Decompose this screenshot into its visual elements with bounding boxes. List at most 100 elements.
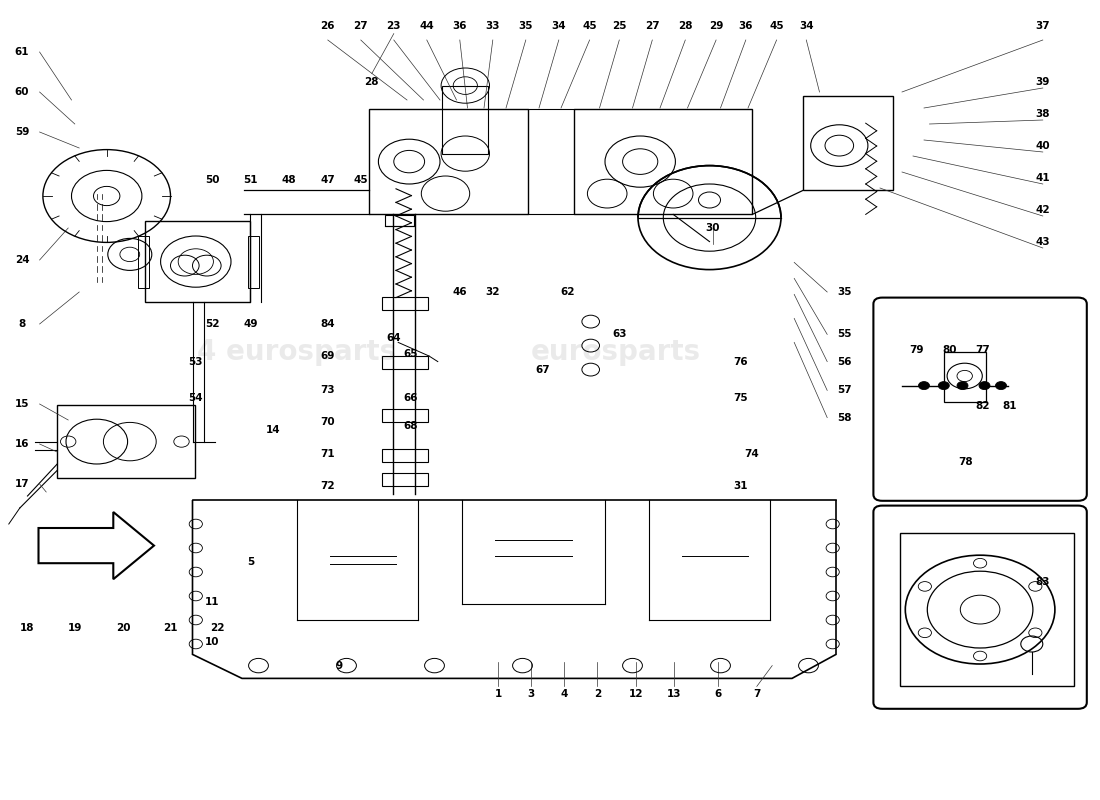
Text: 12: 12 bbox=[628, 690, 643, 699]
Text: 1: 1 bbox=[495, 690, 502, 699]
Text: 23: 23 bbox=[386, 21, 402, 30]
Text: 25: 25 bbox=[612, 21, 627, 30]
Text: 27: 27 bbox=[645, 21, 660, 30]
Text: 31: 31 bbox=[733, 482, 748, 491]
Text: 66: 66 bbox=[403, 394, 418, 403]
Text: 45: 45 bbox=[769, 21, 784, 30]
Circle shape bbox=[1028, 628, 1042, 638]
Text: 71: 71 bbox=[320, 450, 336, 459]
Text: 40: 40 bbox=[1035, 141, 1050, 150]
Bar bbox=[248, 236, 258, 288]
Text: 6: 6 bbox=[715, 690, 722, 699]
Text: 56: 56 bbox=[837, 357, 852, 366]
Text: 4: 4 bbox=[561, 690, 568, 699]
Text: 68: 68 bbox=[403, 421, 418, 430]
Bar bbox=[368, 109, 528, 214]
Bar bbox=[803, 96, 893, 190]
Text: 15: 15 bbox=[14, 399, 30, 409]
Text: 67: 67 bbox=[535, 365, 550, 374]
Text: 21: 21 bbox=[163, 623, 178, 633]
Text: 70: 70 bbox=[320, 418, 336, 427]
Bar bbox=[385, 215, 414, 226]
Text: 84: 84 bbox=[320, 319, 336, 329]
Text: 24: 24 bbox=[14, 255, 30, 265]
Text: 26: 26 bbox=[320, 21, 336, 30]
Bar bbox=[900, 533, 1074, 686]
Text: 64: 64 bbox=[386, 333, 402, 342]
Text: 35: 35 bbox=[518, 21, 534, 30]
Text: 52: 52 bbox=[205, 319, 220, 329]
Text: 7: 7 bbox=[754, 690, 760, 699]
Text: 22: 22 bbox=[210, 623, 225, 633]
Text: 77: 77 bbox=[975, 346, 990, 355]
Text: 72: 72 bbox=[320, 482, 336, 491]
Text: 63: 63 bbox=[612, 330, 627, 339]
Text: 13: 13 bbox=[667, 690, 682, 699]
Text: 34: 34 bbox=[551, 21, 566, 30]
FancyBboxPatch shape bbox=[873, 298, 1087, 501]
Bar bbox=[57, 405, 195, 478]
Polygon shape bbox=[39, 512, 154, 579]
Text: 32: 32 bbox=[485, 287, 501, 297]
Text: 78: 78 bbox=[958, 458, 974, 467]
Text: 2: 2 bbox=[594, 690, 601, 699]
Bar bbox=[382, 356, 428, 369]
Text: 29: 29 bbox=[708, 21, 724, 30]
Text: 28: 28 bbox=[678, 21, 693, 30]
Text: 38: 38 bbox=[1035, 109, 1050, 118]
Bar bbox=[382, 409, 428, 422]
Text: 19: 19 bbox=[67, 623, 82, 633]
Text: 76: 76 bbox=[733, 357, 748, 366]
Text: 27: 27 bbox=[353, 21, 369, 30]
Circle shape bbox=[996, 382, 1006, 390]
Text: 4 eurosparts: 4 eurosparts bbox=[197, 338, 397, 366]
Text: 36: 36 bbox=[452, 21, 468, 30]
Text: 5: 5 bbox=[248, 557, 254, 566]
FancyBboxPatch shape bbox=[873, 506, 1087, 709]
Text: 28: 28 bbox=[364, 77, 380, 86]
Text: 51: 51 bbox=[243, 175, 258, 185]
Text: 80: 80 bbox=[942, 346, 957, 355]
Text: 49: 49 bbox=[243, 319, 258, 329]
Circle shape bbox=[938, 382, 949, 390]
Circle shape bbox=[974, 558, 987, 568]
Text: 16: 16 bbox=[14, 439, 30, 449]
Text: 9: 9 bbox=[336, 661, 342, 670]
Circle shape bbox=[974, 651, 987, 661]
Text: 59: 59 bbox=[14, 127, 30, 137]
Text: 35: 35 bbox=[837, 287, 852, 297]
Bar bbox=[138, 236, 148, 288]
Text: 20: 20 bbox=[116, 623, 131, 633]
Bar bbox=[574, 109, 752, 214]
Text: 43: 43 bbox=[1035, 237, 1050, 246]
Bar bbox=[145, 221, 250, 302]
Text: 45: 45 bbox=[582, 21, 597, 30]
Text: 65: 65 bbox=[403, 349, 418, 358]
Text: 47: 47 bbox=[320, 175, 336, 185]
Text: 57: 57 bbox=[837, 386, 852, 395]
Text: 54: 54 bbox=[188, 394, 204, 403]
Text: 14: 14 bbox=[265, 426, 280, 435]
Circle shape bbox=[957, 382, 968, 390]
Text: 62: 62 bbox=[560, 287, 575, 297]
Text: 79: 79 bbox=[909, 346, 924, 355]
Text: 17: 17 bbox=[14, 479, 30, 489]
Circle shape bbox=[918, 382, 930, 390]
Text: 30: 30 bbox=[705, 223, 720, 233]
Bar bbox=[382, 473, 428, 486]
Text: 81: 81 bbox=[1002, 402, 1018, 411]
Text: 58: 58 bbox=[837, 413, 852, 422]
Text: 37: 37 bbox=[1035, 21, 1050, 30]
Bar bbox=[442, 86, 488, 154]
Bar bbox=[382, 449, 428, 462]
Text: 53: 53 bbox=[188, 357, 204, 366]
Bar bbox=[944, 352, 986, 402]
Text: 83: 83 bbox=[1035, 578, 1050, 587]
Text: 75: 75 bbox=[733, 394, 748, 403]
Text: eurosparts: eurosparts bbox=[531, 338, 701, 366]
Text: 60: 60 bbox=[14, 87, 30, 97]
Text: 44: 44 bbox=[419, 21, 435, 30]
Text: 55: 55 bbox=[837, 330, 852, 339]
Text: 36: 36 bbox=[738, 21, 754, 30]
Circle shape bbox=[918, 582, 932, 591]
